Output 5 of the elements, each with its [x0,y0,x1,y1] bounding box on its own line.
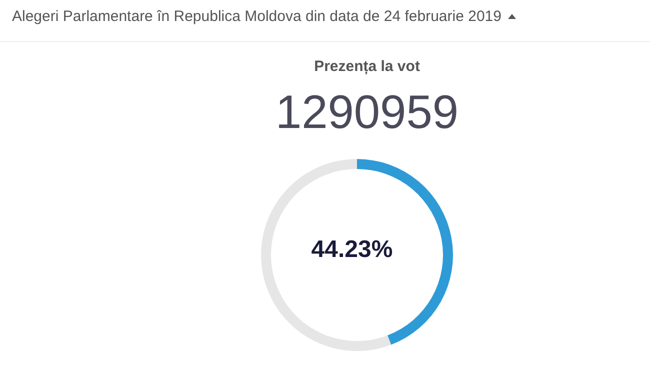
data-label: 44.23% [310,236,394,264]
text: 1290959 [274,84,460,139]
chart-title: Alegeri Parlamentare în Republica Moldova din data de 24 februarie 2019 [12,8,502,25]
donut-slice [261,159,392,351]
chart-subtitle: Prezența la vot [313,58,421,75]
